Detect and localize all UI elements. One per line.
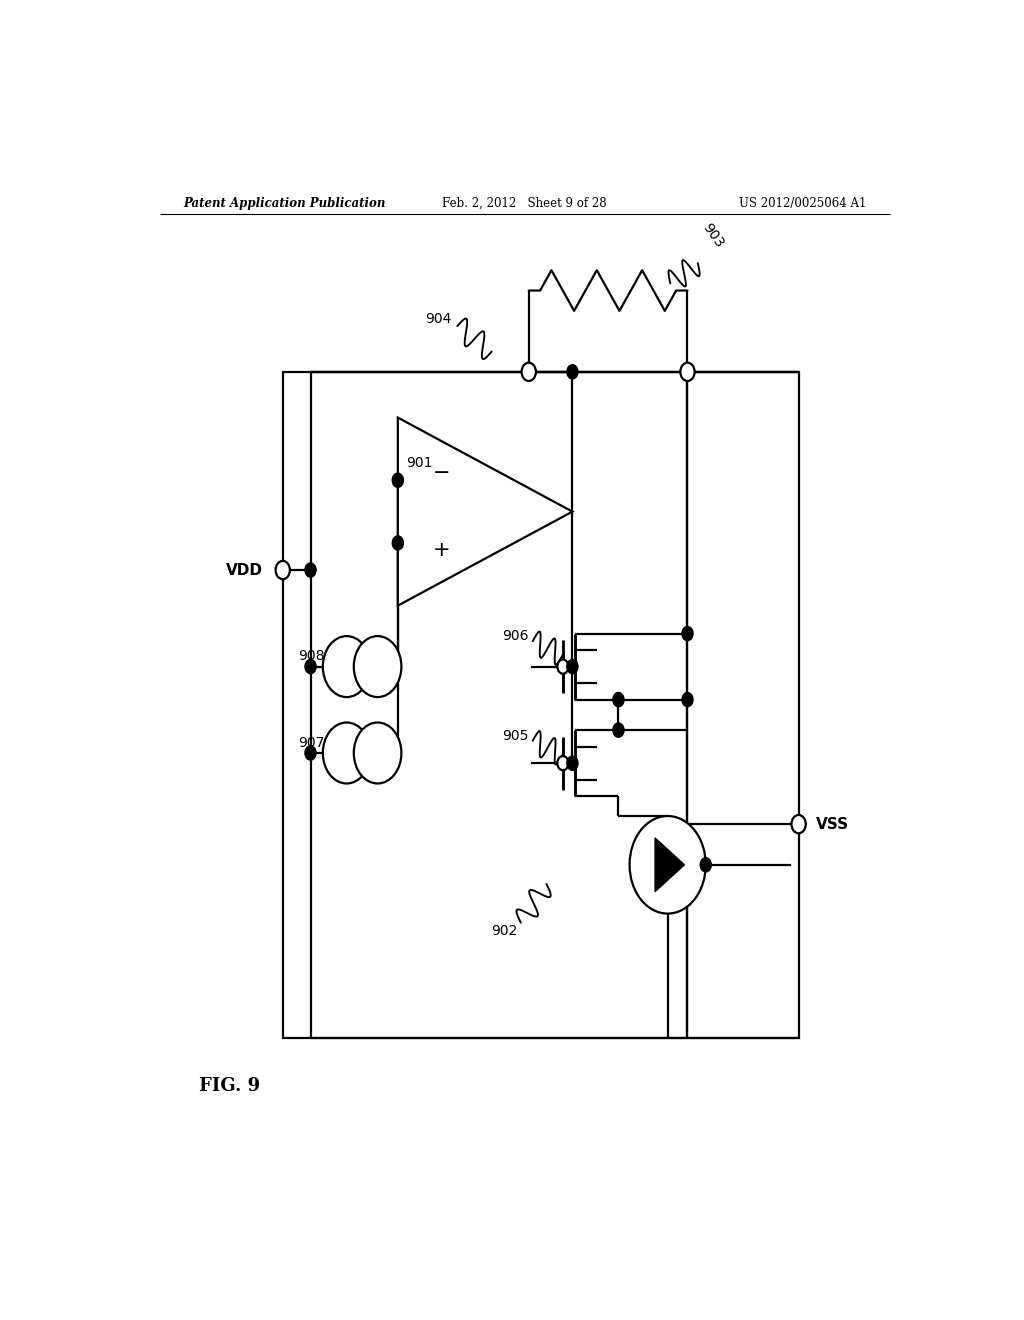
Circle shape bbox=[392, 473, 403, 487]
Text: VSS: VSS bbox=[816, 817, 849, 832]
Bar bbox=[283, 372, 799, 1038]
Circle shape bbox=[392, 536, 403, 550]
Text: Feb. 2, 2012   Sheet 9 of 28: Feb. 2, 2012 Sheet 9 of 28 bbox=[442, 197, 607, 210]
Text: FIG. 9: FIG. 9 bbox=[200, 1077, 260, 1096]
Text: 904: 904 bbox=[426, 312, 452, 326]
Text: 903: 903 bbox=[699, 220, 726, 249]
Circle shape bbox=[305, 746, 316, 760]
Circle shape bbox=[567, 364, 578, 379]
Text: 902: 902 bbox=[492, 924, 518, 939]
Text: US 2012/0025064 A1: US 2012/0025064 A1 bbox=[738, 197, 866, 210]
Circle shape bbox=[557, 660, 568, 673]
Circle shape bbox=[700, 858, 712, 873]
Circle shape bbox=[630, 816, 706, 913]
Text: 908: 908 bbox=[299, 649, 326, 664]
Circle shape bbox=[680, 363, 694, 381]
Text: 906: 906 bbox=[503, 630, 529, 643]
Text: 901: 901 bbox=[406, 457, 432, 470]
Text: 907: 907 bbox=[299, 735, 325, 750]
Circle shape bbox=[682, 693, 693, 706]
Text: VDD: VDD bbox=[226, 562, 263, 578]
Circle shape bbox=[557, 756, 568, 771]
Circle shape bbox=[613, 693, 624, 706]
Circle shape bbox=[305, 660, 316, 673]
Text: 905: 905 bbox=[503, 729, 529, 743]
Text: Patent Application Publication: Patent Application Publication bbox=[183, 197, 386, 210]
Circle shape bbox=[567, 756, 578, 771]
Polygon shape bbox=[397, 417, 572, 606]
Circle shape bbox=[323, 722, 371, 784]
Circle shape bbox=[305, 562, 316, 577]
Circle shape bbox=[275, 561, 290, 579]
Circle shape bbox=[792, 814, 806, 833]
Circle shape bbox=[682, 627, 693, 640]
Polygon shape bbox=[655, 838, 684, 891]
Circle shape bbox=[353, 722, 401, 784]
Text: +: + bbox=[433, 540, 451, 560]
Text: −: − bbox=[433, 463, 451, 483]
Circle shape bbox=[353, 636, 401, 697]
Circle shape bbox=[613, 723, 624, 738]
Circle shape bbox=[521, 363, 536, 381]
Circle shape bbox=[323, 636, 371, 697]
Circle shape bbox=[567, 660, 578, 673]
